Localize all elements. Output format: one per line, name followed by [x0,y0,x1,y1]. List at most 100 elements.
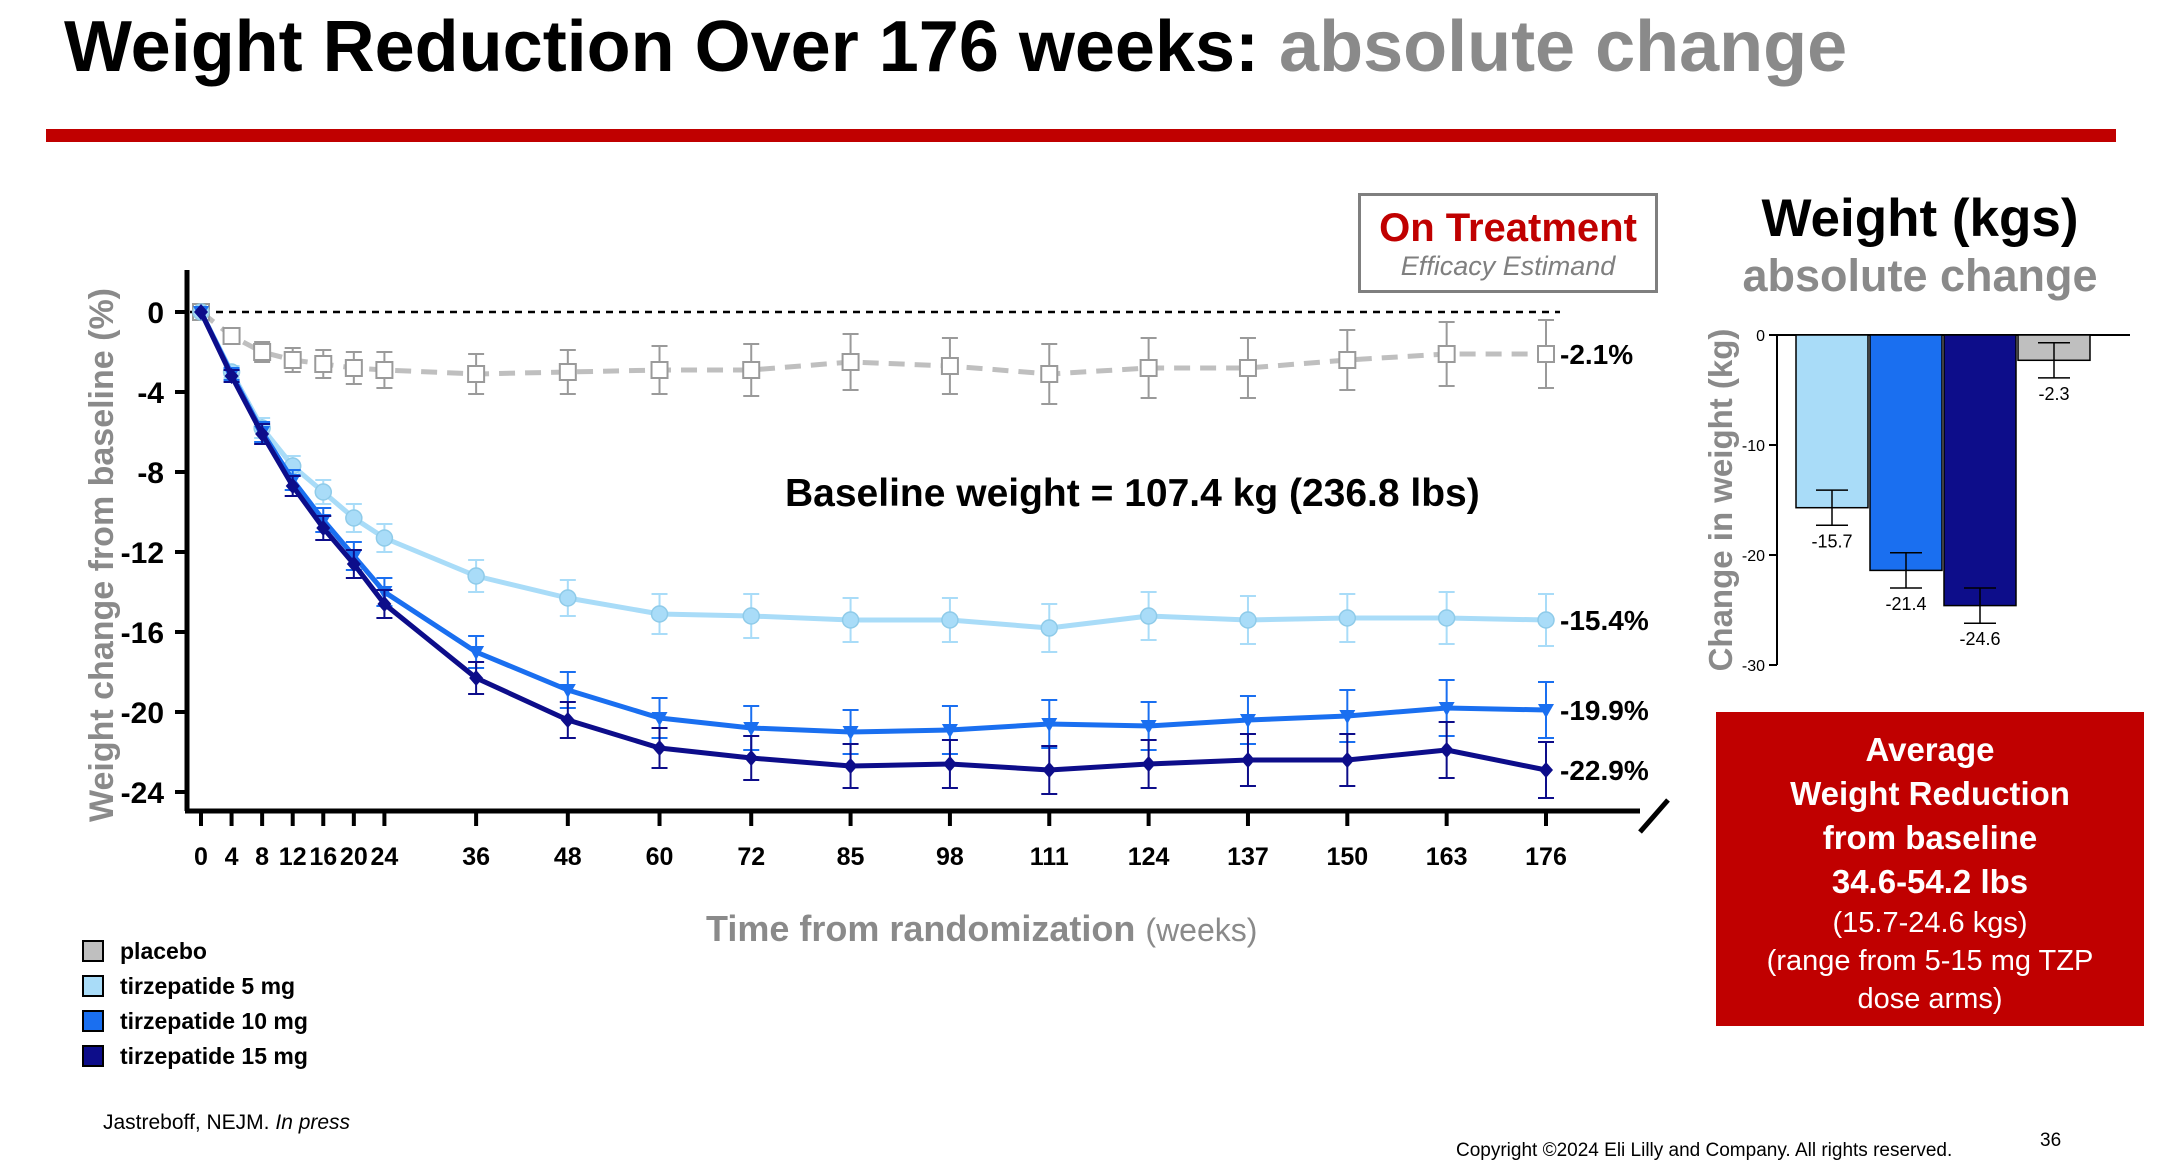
data-point [841,611,860,629]
x-tick-label: 4 [225,843,239,871]
line-chart-series [192,303,1555,799]
legend-label-placebo: placebo [120,938,207,964]
slide-title-sub: absolute change [1279,7,1848,87]
summary-line-3: from baseline [1822,819,2038,856]
x-tick-label: 0 [194,843,208,871]
data-point [1537,611,1555,629]
data-point [743,722,760,736]
legend-swatch-tzp-5mg [82,975,104,997]
side-title-sub: absolute change [1742,250,2098,301]
x-tick-label: 12 [279,843,307,871]
x-tick-label: 20 [340,843,368,871]
data-point [1539,762,1553,778]
data-point [344,359,363,377]
data-point [651,712,668,726]
y-tick-label: -20 [121,697,164,730]
data-point [560,712,575,728]
data-point [316,520,331,536]
series-end-label: -19.9% [1560,695,1649,726]
data-point [842,726,859,740]
data-point [469,670,484,686]
series-end-label: -2.1% [1560,339,1633,370]
x-tick-label: 16 [309,843,337,871]
x-tick-label: 124 [1128,843,1170,871]
y-tick-label: -24 [121,777,165,810]
x-tick-label: 60 [646,843,674,871]
data-point [1339,710,1356,724]
data-point [1340,752,1355,768]
data-point [467,365,486,383]
data-point [345,509,363,527]
efficacy-estimand-label: Efficacy Estimand [1400,251,1616,281]
data-point [1438,702,1455,716]
data-point [467,567,485,585]
data-point [841,353,860,371]
data-point [558,363,577,381]
legend-swatch-placebo [82,940,104,962]
data-point [942,756,957,772]
data-point [1139,359,1158,377]
data-point [1240,752,1255,768]
data-point [1437,609,1456,627]
data-point [652,740,667,756]
summary-line-6: (range from 5-15 mg TZP [1766,945,2094,977]
series-3 [194,304,1554,799]
x-tick-label: 163 [1426,843,1468,871]
data-point [314,483,333,501]
x-tick-label: 36 [462,843,490,871]
series-line [198,310,1547,773]
x-tick-label: 137 [1227,843,1269,871]
citation: Jastreboff, NEJM. In press [103,1111,350,1135]
summary-line-4: 34.6-54.2 lbs [1831,863,2029,900]
axis-break-mark [1638,798,1670,834]
series-end-label: -15.4% [1560,605,1649,636]
x-tick-label: 48 [554,843,582,871]
on-treatment-label: On Treatment [1379,206,1637,250]
on-treatment-box: On Treatment Efficacy Estimand [1358,193,1658,293]
series-end-label: -22.9% [1560,755,1649,786]
data-point [346,556,361,572]
x-tick-label: 111 [1030,843,1069,871]
data-point [222,327,241,345]
data-point [314,355,333,373]
data-point [375,361,394,379]
summary-line-5: (15.7-24.6 kgs) [1832,907,2028,939]
series-2 [193,306,1554,755]
data-point [941,724,958,738]
x-axis-title-unit: (weeks) [1145,912,1258,948]
citation-author: Jastreboff, NEJM. [103,1111,270,1134]
x-axis-title-main: Time from randomization [706,908,1136,949]
line-chart-axes: 0-4-8-12-16-20-240 4 8 12 16 20 24 36 48 60 72 85 98… [121,270,1670,871]
data-point [650,361,669,379]
data-point [559,684,576,698]
y-tick-label: -4 [137,377,164,410]
x-tick-label: 176 [1525,843,1567,871]
data-point [253,343,272,361]
line-chart-end-labels: -2.1% -15.4% -19.9% -22.9% [1560,339,1649,786]
data-point [1538,704,1554,718]
y-tick-label: -12 [121,537,164,570]
data-point [1239,714,1256,728]
data-point [742,607,760,625]
data-point [285,478,300,494]
y-tick-label: -8 [137,457,164,490]
x-tick-label: 24 [371,843,399,871]
line-chart-y-axis-title: Weight change from baseline (%) [83,288,121,822]
slide-title: Weight Reduction Over 176 weeks: absolut… [64,6,1847,88]
title-divider [46,129,2116,142]
side-panel-title: Weight (kgs) absolute change [1722,190,2118,304]
x-tick-label: 8 [255,843,269,871]
data-point [255,426,270,442]
summary-line-7: dose arms) [1857,983,2003,1015]
side-title-main: Weight (kgs) [1761,189,2079,248]
data-point [1040,365,1059,383]
copyright-notice: Copyright ©2024 Eli Lilly and Company. A… [1456,1140,1953,1161]
data-point [1041,718,1058,732]
baseline-weight-note: Baseline weight = 107.4 kg (236.8 lbs) [785,472,1480,515]
legend-label-tzp-15mg: tirzepatide 15 mg [120,1043,308,1069]
data-point [742,361,761,379]
series-0 [192,303,1555,405]
data-point [1338,609,1357,627]
data-point [375,529,394,547]
